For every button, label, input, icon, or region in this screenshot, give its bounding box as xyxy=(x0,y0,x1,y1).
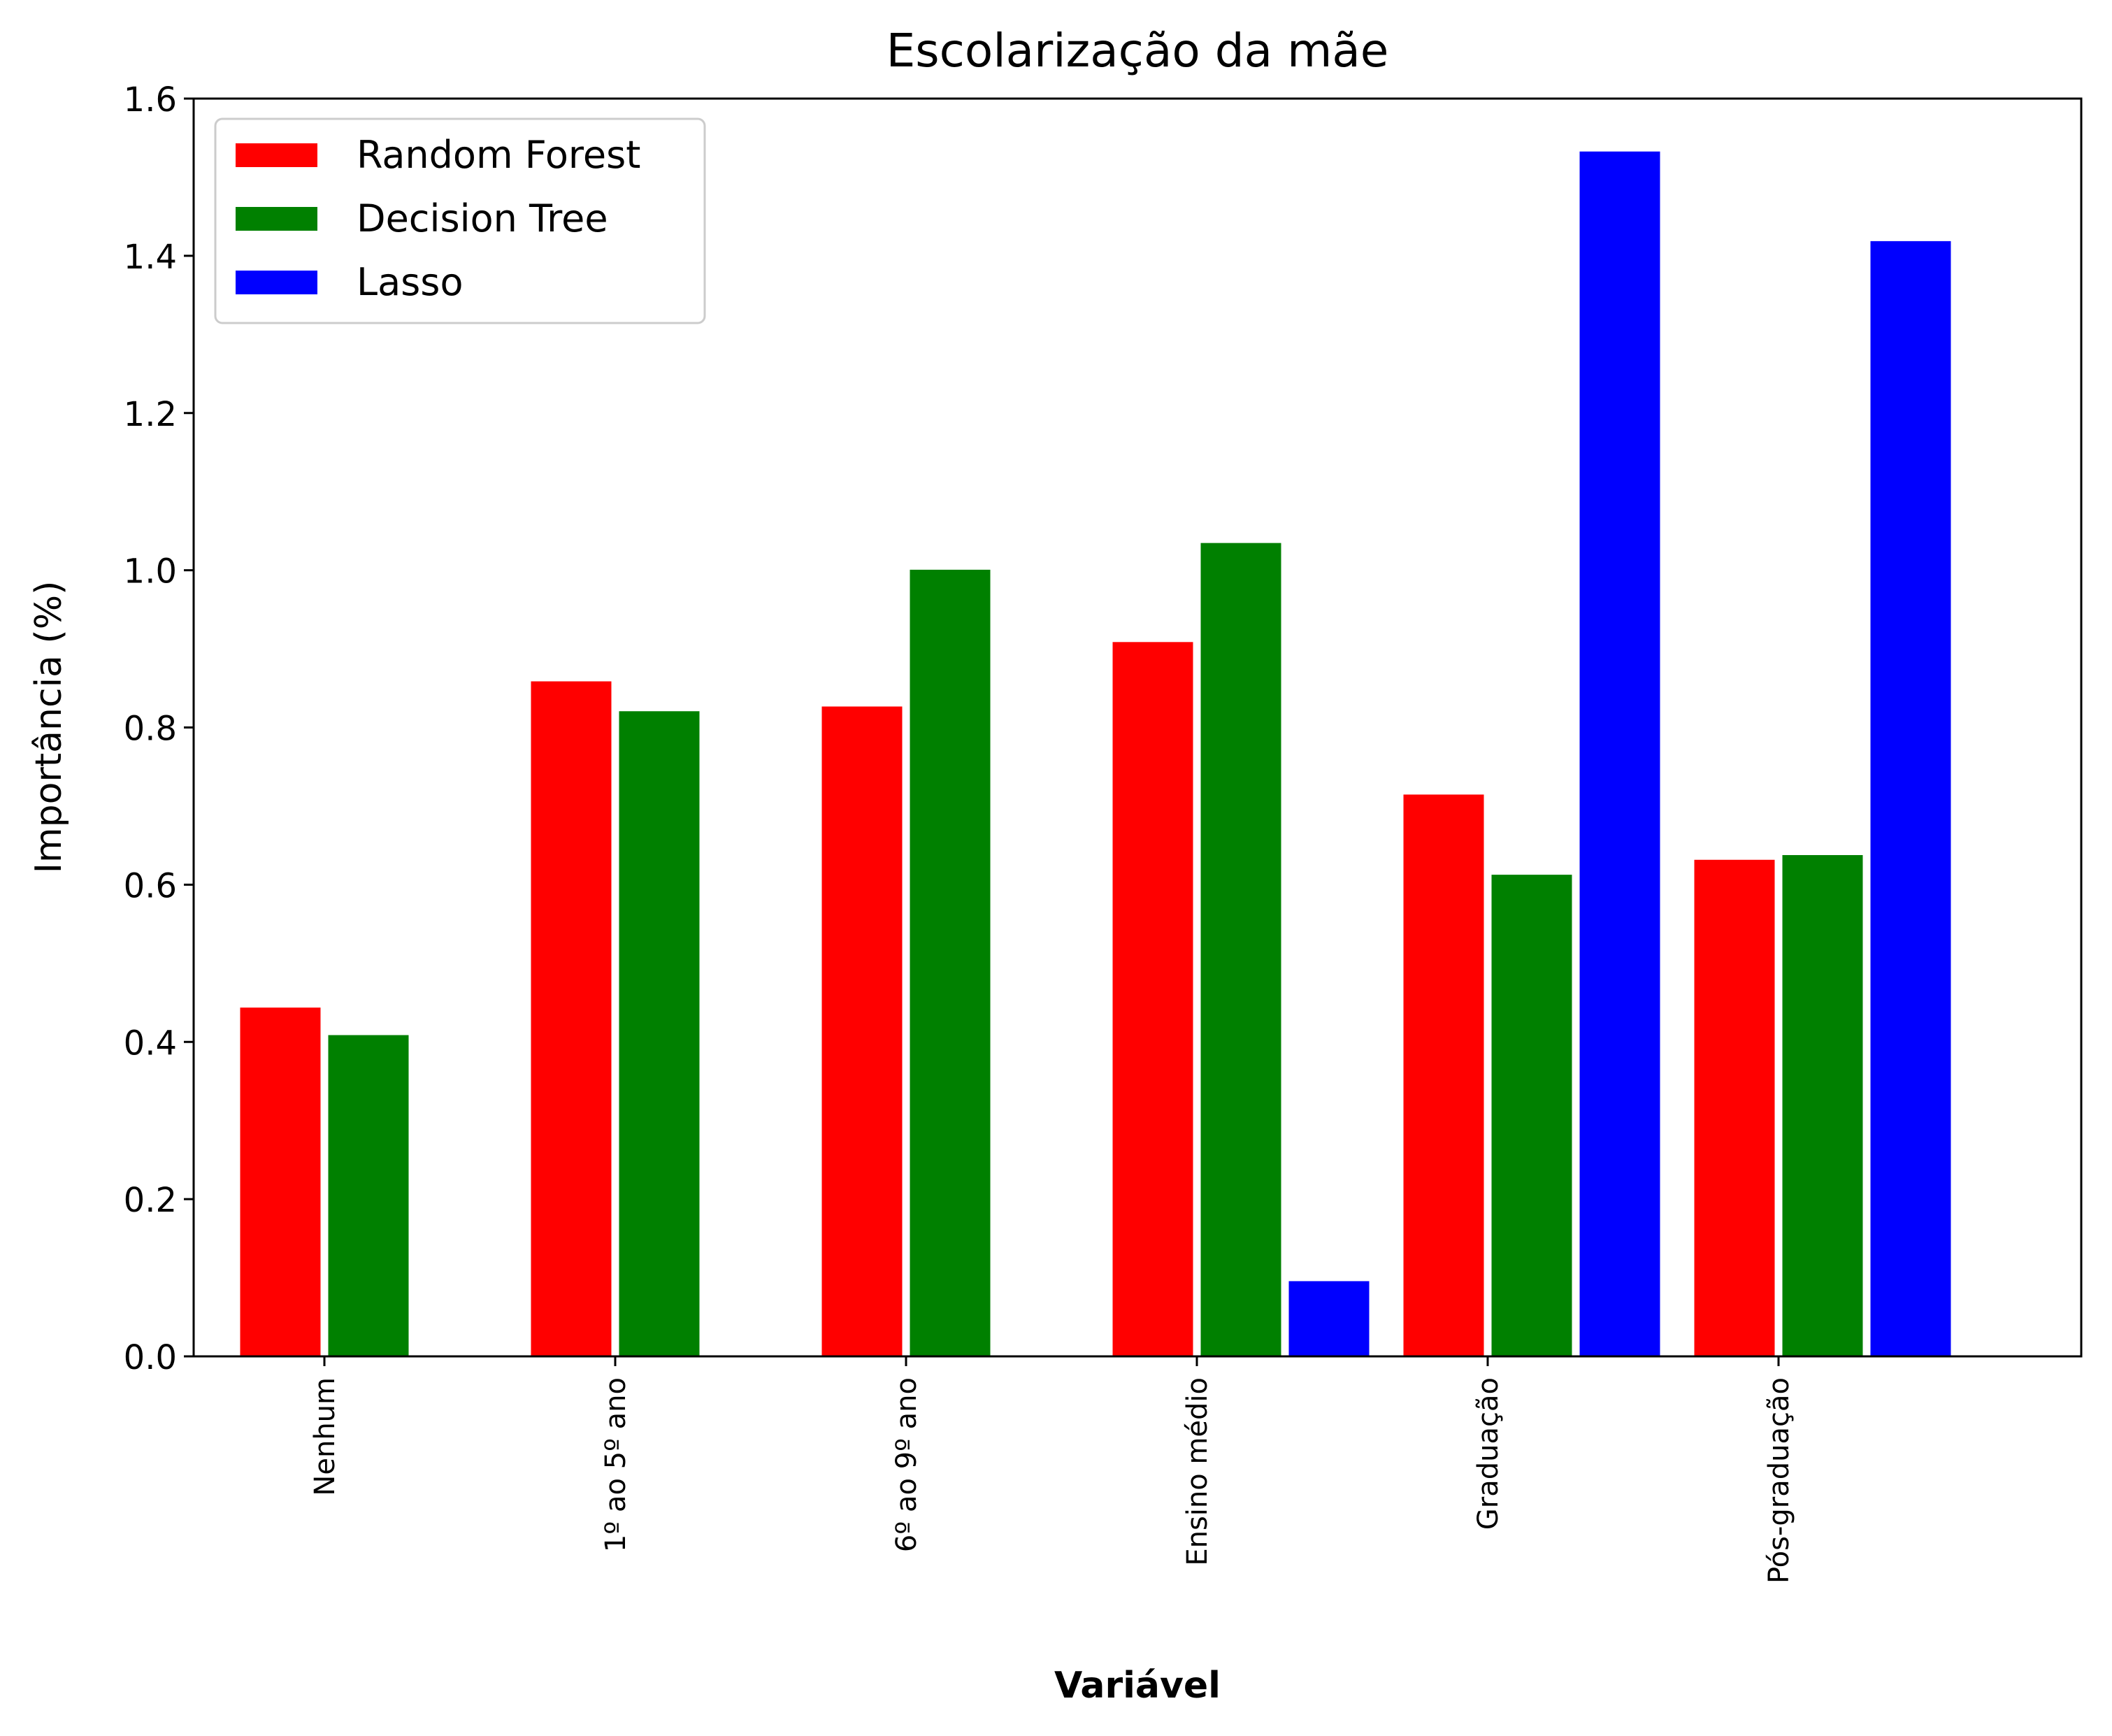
legend-swatch xyxy=(236,207,317,231)
legend-swatch xyxy=(236,271,317,294)
plot-frame xyxy=(192,97,2083,1358)
bar-lasso xyxy=(1868,238,1953,1358)
x-tick-label: 6º ao 9º ano xyxy=(891,1377,923,1552)
x-axis: Nenhum 1º ao 5º ano 6º ao 9º ano Ensino méd… xyxy=(309,1356,1795,1584)
bar-decision-tree xyxy=(617,709,702,1358)
bar-decision-tree xyxy=(1198,540,1284,1358)
x-tick-label: Ensino médio xyxy=(1181,1377,1214,1566)
bar-random-forest xyxy=(529,679,614,1358)
bar-decision-tree xyxy=(1489,873,1574,1358)
chart-title: Escolarização da mãe xyxy=(886,24,1389,78)
legend-label: Lasso xyxy=(357,260,463,304)
bar-decision-tree xyxy=(907,567,993,1358)
legend-box xyxy=(214,117,706,324)
bar-random-forest xyxy=(1692,857,1777,1358)
y-tick-label: 0.8 xyxy=(124,710,177,749)
legend: Random Forest Decision Tree Lasso xyxy=(214,117,706,324)
y-tick-label: 0.0 xyxy=(124,1338,177,1377)
y-tick-label: 0.2 xyxy=(124,1181,177,1220)
y-tick-label: 0.6 xyxy=(124,866,177,905)
y-axis: 0.0 0.2 0.4 0.6 0.8 1.0 1.2 1.4 1.6 xyxy=(124,80,194,1377)
x-tick-label: 1º ao 5º ano xyxy=(600,1377,632,1552)
y-tick-label: 0.4 xyxy=(124,1024,177,1063)
x-tick-label: Nenhum xyxy=(309,1377,341,1496)
y-tick-label: 1.2 xyxy=(124,395,177,434)
legend-label: Random Forest xyxy=(357,133,640,177)
bar-decision-tree xyxy=(1780,853,1865,1358)
bar-decision-tree xyxy=(326,1033,411,1358)
legend-label: Decision Tree xyxy=(357,196,608,241)
y-tick-label: 1.0 xyxy=(124,552,177,591)
x-tick-label: Graduação xyxy=(1472,1377,1504,1530)
bar-lasso xyxy=(1286,1279,1372,1358)
bar-random-forest xyxy=(238,1005,323,1358)
legend-swatch xyxy=(236,143,317,167)
y-axis-label: Importância (%) xyxy=(28,581,70,874)
bars xyxy=(238,149,1953,1358)
y-tick-label: 1.6 xyxy=(124,80,177,120)
x-axis-label: Variável xyxy=(1054,1665,1221,1707)
y-tick-label: 1.4 xyxy=(124,238,177,277)
bar-random-forest xyxy=(819,704,905,1358)
bar-random-forest xyxy=(1110,640,1195,1358)
x-tick-label: Pós-graduação xyxy=(1763,1377,1795,1584)
bar-lasso xyxy=(1577,149,1662,1358)
bar-random-forest xyxy=(1401,792,1486,1358)
